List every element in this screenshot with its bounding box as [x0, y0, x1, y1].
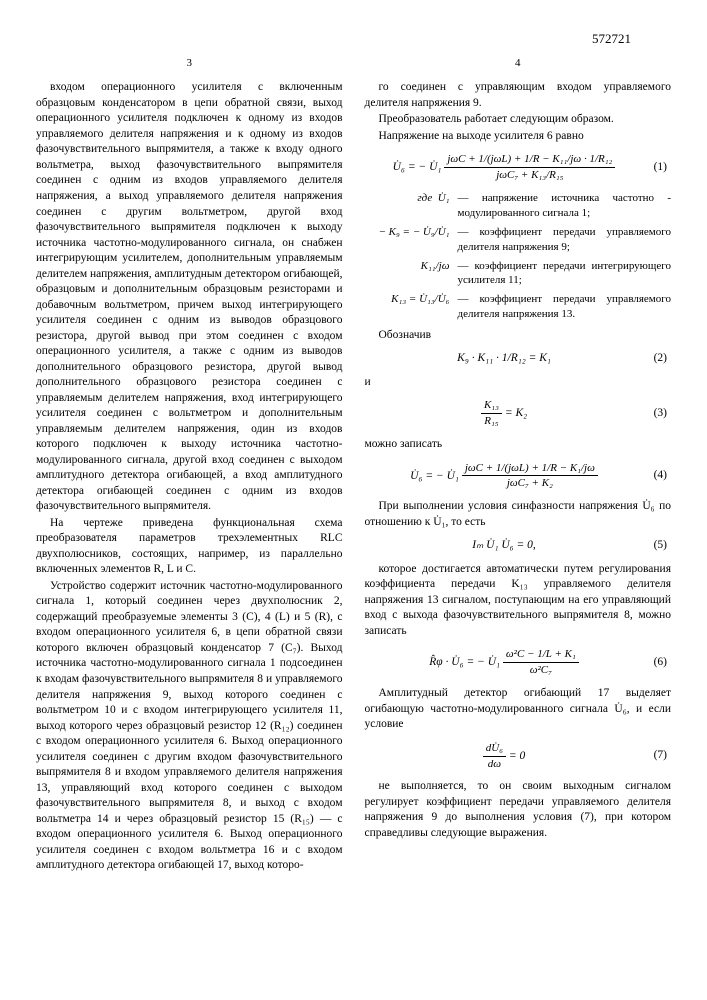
eq5-body: Iₘ U̇₁ U̇₆ = 0, [365, 538, 644, 554]
where-block: где U̇₁ — напряжение источника частотно … [365, 191, 672, 322]
left-column: 3 входом операционного усилителя с включ… [36, 56, 343, 875]
eq2-number: (2) [654, 351, 671, 367]
page: 572721 3 входом операционного усилителя … [36, 30, 671, 875]
w2-desc: — коэффициент передачи управляемого дели… [458, 225, 672, 255]
equation-5: Iₘ U̇₁ U̇₆ = 0, (5) [365, 538, 672, 554]
where-row-1: где U̇₁ — напряжение источника частотно … [365, 191, 672, 221]
right-paragraph-1: го соединен с управляющим входом управля… [365, 80, 672, 111]
eq4-lhs: U̇₆ = − U̇₁ [410, 470, 459, 482]
eq4-number: (4) [654, 468, 671, 484]
eq5-number: (5) [654, 538, 671, 554]
left-col-number: 3 [36, 56, 343, 71]
right-paragraph-2: Преобразователь работает следующим образ… [365, 112, 672, 128]
eq7-number: (7) [654, 748, 671, 764]
equation-3: K₁₃ R₁₅ = K₂ (3) [365, 398, 672, 429]
left-paragraph-2: На чертеже приведена функциональная схем… [36, 516, 343, 578]
w1-symbol: U̇₁ [438, 192, 450, 204]
left-paragraph-1: входом операционного усилителя с включен… [36, 80, 343, 514]
eq4-fraction: jωC + 1/(jωL) + 1/R − K₁/jω jωC₇ + K₂ [462, 461, 598, 492]
where-row-2: − K₉ = − U̇₉/U̇₁ — коэффициент передачи … [365, 225, 672, 255]
where-label: где [417, 192, 432, 204]
right-col-number: 4 [365, 56, 672, 71]
w2-symbol: − K₉ = − U̇₉/U̇₁ [365, 225, 450, 255]
mozhno-label: можно записать [365, 437, 672, 453]
eq6-lhs: R̂φ · U̇₆ = − U̇₁ [429, 656, 500, 668]
where-row-3: K₁₁/jω — коэффициент передачи интегрирую… [365, 259, 672, 289]
eq3-fraction: K₁₃ R₁₅ [481, 398, 502, 429]
right-paragraph-7: не выполняется, то он своим выходным сиг… [365, 779, 672, 841]
equation-1: U̇₆ = − U̇₁ jωC + 1/(jωL) + 1/R − K₁₁/jω… [365, 152, 672, 183]
w1-desc: — напряжение источника частотно - модули… [458, 191, 672, 221]
eq7-fraction: dU̇₆ dω [483, 741, 506, 772]
right-column: 4 го соединен с управляющим входом управ… [365, 56, 672, 875]
eq1-lhs: U̇₆ = − U̇₁ [393, 161, 442, 173]
equation-2: K₉ · K₁₁ · 1/R₁₂ = K₁ (2) [365, 351, 672, 367]
eq1-number: (1) [654, 160, 671, 176]
oboznach-label: Обозначив [365, 328, 672, 344]
eq6-fraction: ω²C − 1/L + K₁ ω²C₇ [503, 647, 579, 678]
eq4-numerator: jωC + 1/(jωL) + 1/R − K₁/jω [462, 461, 598, 477]
w3-symbol: K₁₁/jω [365, 259, 450, 289]
eq1-numerator: jωC + 1/(jωL) + 1/R − K₁₁/jω · 1/R₁₂ [444, 152, 615, 168]
where-row-4: K₁₃ = U̇₁₃/U̇₆ — коэффициент передачи уп… [365, 292, 672, 322]
equation-7: dU̇₆ dω = 0 (7) [365, 741, 672, 772]
right-paragraph-6: Амплитудный детектор огибающий 17 выделя… [365, 686, 672, 733]
eq3-number: (3) [654, 406, 671, 422]
equation-6: R̂φ · U̇₆ = − U̇₁ ω²C − 1/L + K₁ ω²C₇ (6… [365, 647, 672, 678]
eq6-numerator: ω²C − 1/L + K₁ [503, 647, 579, 663]
eq1-denominator: jωC₇ + K₁₃/R₁₅ [444, 168, 615, 183]
w4-desc: — коэффициент передачи управляемого дели… [458, 292, 672, 322]
eq6-number: (6) [654, 655, 671, 671]
eq1-fraction: jωC + 1/(jωL) + 1/R − K₁₁/jω · 1/R₁₂ jωC… [444, 152, 615, 183]
eq4-denominator: jωC₇ + K₂ [462, 476, 598, 491]
eq6-denominator: ω²C₇ [503, 663, 579, 678]
equation-4: U̇₆ = − U̇₁ jωC + 1/(jωL) + 1/R − K₁/jω … [365, 461, 672, 492]
and-label: и [365, 375, 672, 391]
left-paragraph-3: Устройство содержит источник частотно-мо… [36, 579, 343, 874]
right-paragraph-3: Напряжение на выходе усилителя 6 равно [365, 129, 672, 145]
two-column-layout: 3 входом операционного усилителя с включ… [36, 56, 671, 875]
doc-number: 572721 [36, 30, 671, 48]
w4-symbol: K₁₃ = U̇₁₃/U̇₆ [365, 292, 450, 322]
w3-desc: — коэффициент передачи интегрирующего ус… [458, 259, 672, 289]
eq2-body: K₉ · K₁₁ · 1/R₁₂ = K₁ [365, 351, 644, 367]
right-paragraph-4: При выполнении условия синфазности напря… [365, 499, 672, 530]
right-paragraph-5: которое достигается автоматически путем … [365, 562, 672, 640]
